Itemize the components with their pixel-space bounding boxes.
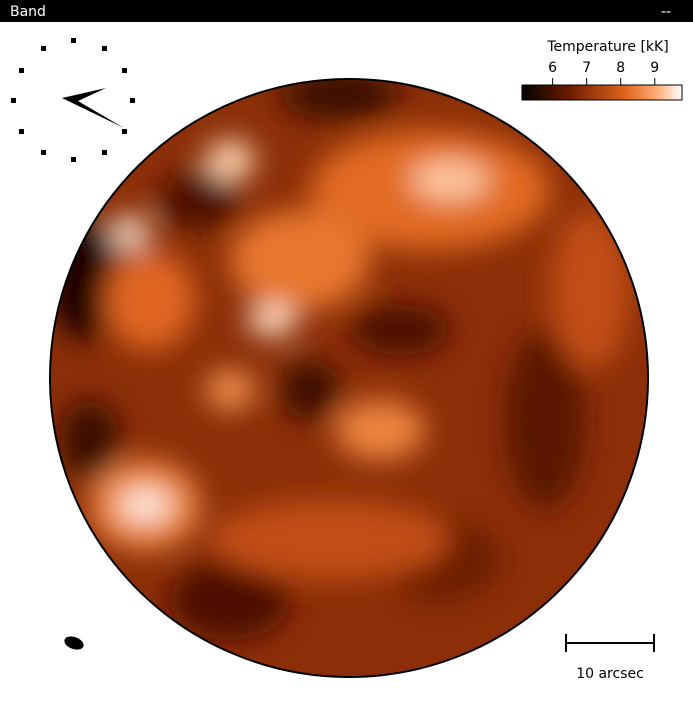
colorbar-tick-label: 9	[650, 60, 659, 76]
colorbar-label: Temperature [kK]	[546, 39, 668, 55]
scale-bar	[565, 634, 655, 652]
orientation-dial	[11, 38, 135, 162]
window-control[interactable]: --	[661, 4, 671, 20]
window-title: Band	[10, 4, 46, 20]
disc-outline	[49, 78, 649, 678]
colorbar: Temperature [kK]	[521, 39, 683, 101]
scale-label: 10 arcsec	[576, 666, 644, 682]
colorbar-tick-label: 6	[548, 60, 557, 76]
colorbar-gradient	[521, 84, 683, 101]
colorbar-tick-label: 7	[582, 60, 591, 76]
temperature-map	[50, 79, 648, 677]
colorbar-tick-label: 8	[616, 60, 625, 76]
title-bar	[0, 0, 693, 22]
beam	[64, 636, 84, 650]
